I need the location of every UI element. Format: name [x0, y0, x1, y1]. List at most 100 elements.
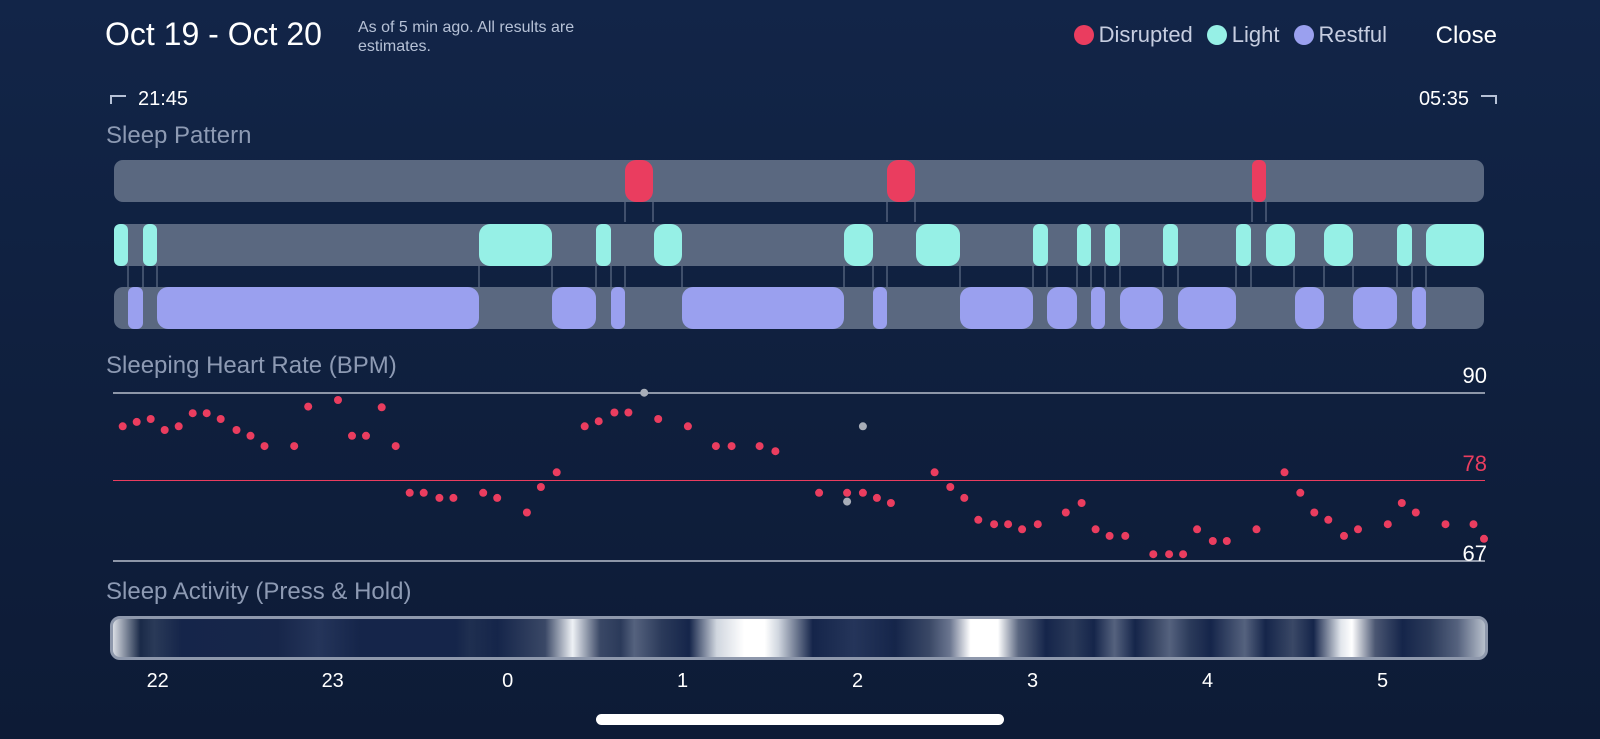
- max-hr-line: [113, 392, 1485, 394]
- end-bracket-icon: [1481, 95, 1497, 105]
- restful-segment: [552, 287, 596, 329]
- hr-point: [727, 442, 736, 451]
- hr-point: [362, 431, 370, 440]
- hr-point: [216, 415, 225, 423]
- hr-point: [1397, 499, 1406, 507]
- min-hr-line: [113, 560, 1485, 562]
- hr-point: [1165, 550, 1174, 559]
- restful-segment: [1178, 287, 1236, 329]
- hr-point: [348, 431, 356, 440]
- hr-point: [990, 520, 999, 529]
- light-dot-icon: [1206, 25, 1227, 45]
- legend-item-restful: Restful: [1293, 22, 1387, 48]
- hr-point: [1091, 525, 1100, 534]
- hr-point: [1383, 520, 1392, 529]
- disrupted-segment: [1252, 160, 1266, 202]
- min-hr-value: 67: [1462, 541, 1487, 566]
- date-range-title: Oct 19 - Oct 20: [105, 16, 322, 52]
- hr-point: [1441, 520, 1450, 529]
- hr-point: [1208, 537, 1217, 545]
- hr-point: [771, 447, 780, 456]
- hr-point: [1179, 550, 1188, 559]
- x-tick-label: 23: [321, 670, 344, 692]
- hr-point: [1121, 531, 1130, 540]
- hr-point: [654, 415, 663, 423]
- light-segment: [1236, 224, 1251, 266]
- legend-item-disrupted: Disrupted: [1073, 22, 1193, 48]
- restful-dot-icon: [1293, 25, 1314, 45]
- x-tick-label: 0: [502, 670, 514, 692]
- hr-point-outlier: [843, 497, 852, 506]
- hr-point: [1018, 525, 1027, 534]
- light-segment: [1077, 224, 1091, 266]
- light-segment: [1426, 224, 1484, 266]
- light-segment: [114, 224, 128, 266]
- hr-point: [174, 422, 183, 431]
- hr-point: [493, 493, 502, 502]
- restful-segment: [1412, 287, 1426, 329]
- light-segment: [844, 224, 873, 266]
- hr-point: [872, 493, 881, 502]
- hr-point: [1324, 515, 1333, 524]
- disrupted-lane: [114, 160, 1484, 202]
- disrupted-segment: [887, 160, 915, 202]
- hr-point: [202, 409, 211, 418]
- x-tick-label: 4: [1202, 670, 1214, 692]
- hr-point: [1252, 525, 1261, 534]
- hr-point: [1280, 468, 1289, 477]
- hr-point: [188, 409, 197, 418]
- restful-segment: [682, 287, 844, 329]
- hr-point: [536, 483, 545, 491]
- hr-point: [391, 442, 400, 451]
- legend-label-restful: Restful: [1318, 22, 1387, 47]
- hr-point: [946, 483, 955, 491]
- x-tick-label: 22: [146, 670, 169, 692]
- end-time-label: 05:35: [1418, 88, 1469, 110]
- hr-point: [522, 508, 531, 517]
- start-bracket-icon: [110, 95, 126, 105]
- light-segment: [1105, 224, 1120, 266]
- light-segment: [916, 224, 960, 266]
- hr-point: [1004, 520, 1013, 529]
- x-tick-label: 1: [677, 670, 689, 692]
- hr-point: [711, 442, 720, 451]
- hr-point: [1296, 488, 1305, 497]
- hr-point: [419, 488, 428, 497]
- hr-point: [610, 408, 619, 417]
- sleep-activity-bar[interactable]: [110, 616, 1488, 660]
- restful-segment: [157, 287, 479, 329]
- hr-point-outlier: [858, 422, 867, 431]
- light-segment: [1266, 224, 1295, 266]
- light-lane: [114, 224, 1484, 266]
- hr-point: [1354, 525, 1362, 534]
- restful-segment: [1120, 287, 1163, 329]
- disrupted-dot-icon: [1073, 25, 1094, 45]
- close-button[interactable]: Close: [1435, 22, 1497, 49]
- hr-point: [334, 396, 342, 404]
- hr-point: [815, 488, 824, 497]
- hr-point: [118, 422, 127, 431]
- avg-hr-value: 78: [1462, 451, 1487, 476]
- hr-point: [479, 488, 488, 497]
- hr-point: [624, 408, 633, 417]
- x-tick-label: 3: [1027, 670, 1039, 692]
- x-tick-label: 5: [1376, 670, 1389, 692]
- hr-point: [132, 417, 141, 426]
- heart-rate-label: Sleeping Heart Rate (BPM): [106, 352, 397, 379]
- sleep-activity-label: Sleep Activity (Press & Hold): [106, 578, 412, 605]
- hr-point: [146, 415, 155, 423]
- restful-segment: [128, 287, 143, 329]
- hr-point: [1061, 508, 1070, 517]
- home-indicator[interactable]: [596, 714, 1004, 725]
- restful-segment: [1353, 287, 1397, 329]
- legend-label-light: Light: [1231, 22, 1280, 47]
- light-segment: [1324, 224, 1353, 266]
- hr-point: [304, 402, 313, 411]
- hr-point: [160, 426, 169, 434]
- restful-segment: [1091, 287, 1105, 329]
- hr-point: [449, 493, 458, 502]
- hr-point: [552, 468, 561, 477]
- x-tick-label: 2: [852, 670, 864, 692]
- light-segment: [596, 224, 611, 266]
